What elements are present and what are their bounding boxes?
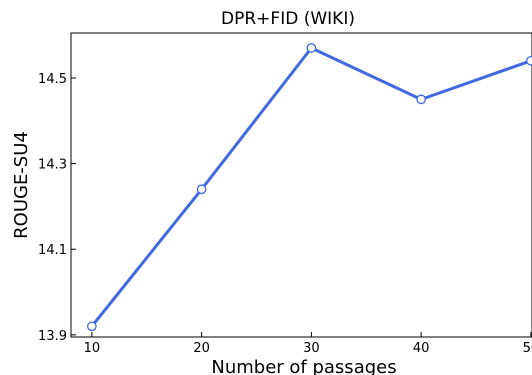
x-tick-label: 40: [413, 341, 430, 356]
data-point: [526, 55, 532, 66]
y-axis-label: ROUGE-SU4: [11, 131, 32, 239]
y-tick-label: 14.1: [38, 243, 67, 258]
data-point: [87, 321, 97, 332]
y-tick-label: 13.9: [38, 329, 67, 344]
data-point: [196, 184, 207, 195]
y-axis: 13.9 14.1 14.3 14.5: [38, 72, 76, 344]
x-axis-label: Number of passages: [211, 357, 396, 375]
chart-title: DPR+FID (WIKI): [221, 9, 355, 29]
x-tick-label: 10: [84, 341, 101, 356]
data-point: [416, 94, 426, 105]
y-tick-label: 14.5: [38, 72, 67, 87]
series-line: [90, 46, 532, 328]
data-point: [306, 43, 317, 53]
y-tick-label: 14.3: [38, 158, 67, 173]
x-axis: 10 20 30 40 50: [84, 332, 532, 356]
x-tick-label: 30: [303, 341, 320, 356]
plot-frame: [70, 32, 532, 338]
series-group: [87, 43, 532, 332]
x-tick-label: 50: [523, 341, 532, 356]
x-tick-label: 20: [193, 341, 210, 356]
